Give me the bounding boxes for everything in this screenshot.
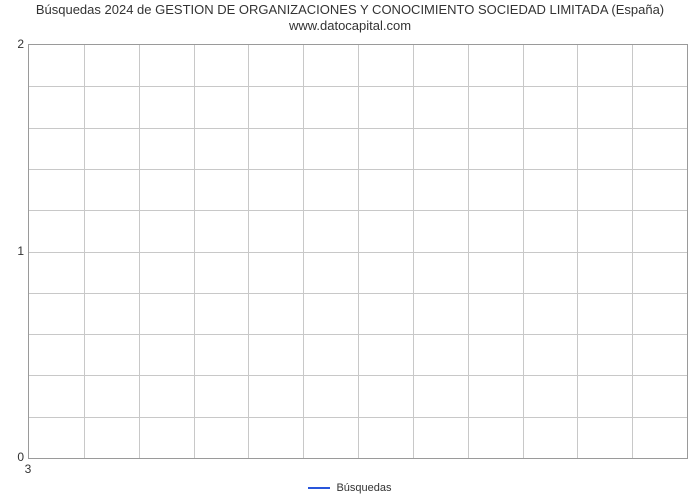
y-tick-label: 0	[4, 450, 24, 464]
gridline-vertical	[248, 45, 249, 458]
legend-swatch	[308, 487, 330, 489]
legend-label: Búsquedas	[336, 482, 391, 494]
gridline-vertical	[303, 45, 304, 458]
gridline-vertical	[632, 45, 633, 458]
gridline-vertical	[577, 45, 578, 458]
gridline-vertical	[413, 45, 414, 458]
gridline-vertical	[194, 45, 195, 458]
chart-title-line2: www.datocapital.com	[289, 18, 411, 33]
plot-area	[28, 44, 688, 459]
gridline-vertical	[523, 45, 524, 458]
legend: Búsquedas	[0, 482, 700, 494]
gridline-vertical	[468, 45, 469, 458]
gridline-vertical	[358, 45, 359, 458]
chart-title: Búsquedas 2024 de GESTION DE ORGANIZACIO…	[0, 2, 700, 35]
gridline-vertical	[139, 45, 140, 458]
chart-title-line1: Búsquedas 2024 de GESTION DE ORGANIZACIO…	[36, 2, 664, 17]
line-chart: Búsquedas 2024 de GESTION DE ORGANIZACIO…	[0, 0, 700, 500]
y-tick-label: 1	[4, 244, 24, 258]
x-tick-label: 3	[25, 462, 32, 476]
gridline-vertical	[84, 45, 85, 458]
y-tick-label: 2	[4, 37, 24, 51]
